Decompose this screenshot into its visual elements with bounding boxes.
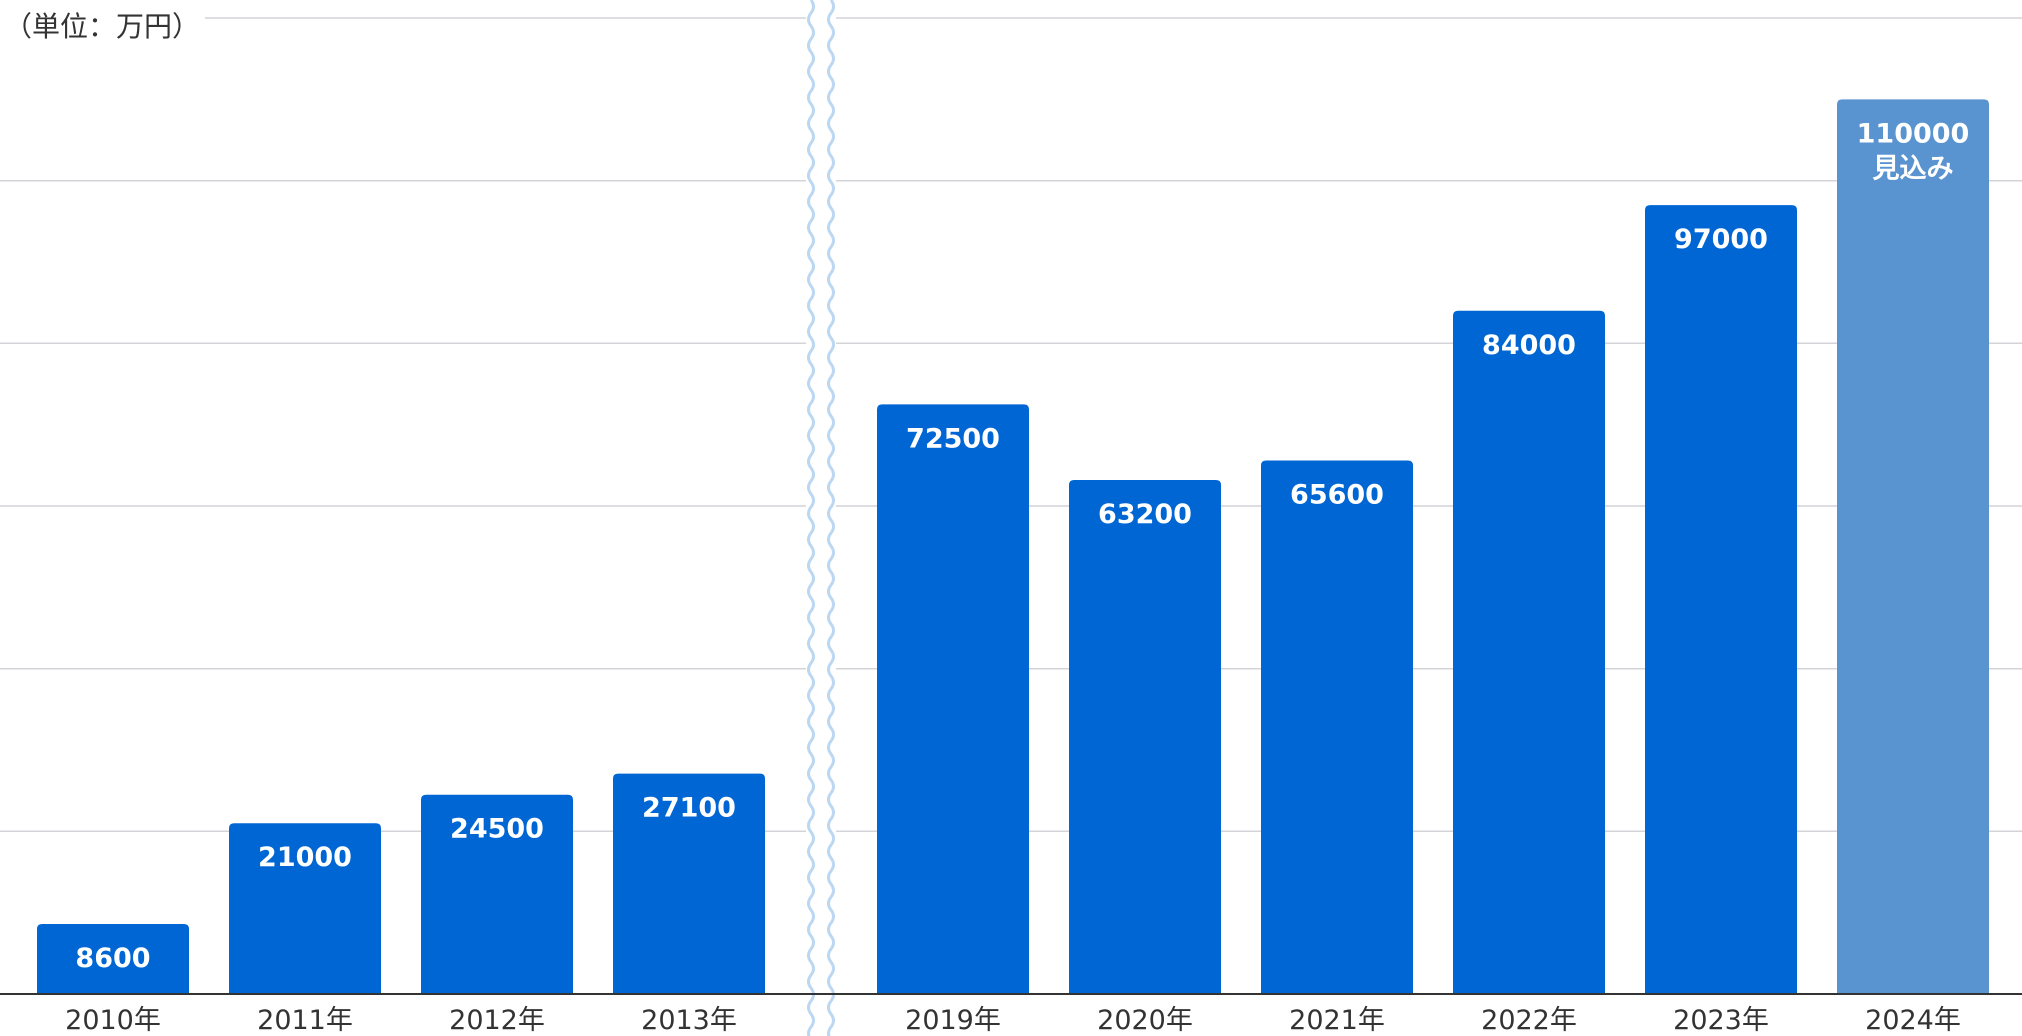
bars xyxy=(37,99,1989,995)
bar-value-label: 110000 xyxy=(1857,118,1970,149)
bar-value-label: 72500 xyxy=(906,423,1000,454)
x-tick-label: 2020年 xyxy=(1097,1005,1193,1036)
bar-2019年 xyxy=(877,404,1029,994)
bar-value-label: 63200 xyxy=(1098,499,1192,530)
bar-value-label: 65600 xyxy=(1290,480,1384,511)
axis-break-line xyxy=(807,0,815,1036)
bar-2010年 xyxy=(37,924,189,994)
x-tick-label: 2024年 xyxy=(1865,1005,1961,1036)
bar-value-label: 24500 xyxy=(450,814,544,845)
bar-2024年 xyxy=(1837,99,1989,995)
bar-2012年 xyxy=(421,794,573,994)
axis-break xyxy=(806,0,836,1036)
bar-value-label: 27100 xyxy=(642,793,736,824)
x-tick-label: 2023年 xyxy=(1673,1005,1769,1036)
x-tick-label: 2012年 xyxy=(449,1005,545,1036)
bar-2022年 xyxy=(1453,310,1605,994)
bar-2013年 xyxy=(613,773,765,994)
bar-value-label: 21000 xyxy=(258,842,352,873)
bar-2021年 xyxy=(1261,460,1413,994)
x-tick-labels: 2010年 2011年 2012年 2013年 2019年 2020年 2021年 2022年… xyxy=(65,1005,1961,1036)
x-tick-label: 2011年 xyxy=(257,1005,353,1036)
bar-value-label: 8600 xyxy=(75,943,150,974)
bar-value-label: 84000 xyxy=(1482,330,1576,361)
bar-2020年 xyxy=(1069,479,1221,994)
bar-annotation-label: 見込み xyxy=(1873,153,1954,184)
x-tick-label: 2019年 xyxy=(905,1005,1001,1036)
x-tick-label: 2022年 xyxy=(1481,1005,1577,1036)
bar-value-label: 97000 xyxy=(1674,224,1768,255)
bar-2011年 xyxy=(229,823,381,994)
bar-2023年 xyxy=(1645,205,1797,995)
bar-labels: 8600 21000 24500 27100 72500 63200 65600 84000 9… xyxy=(75,118,1969,974)
axis-break-line xyxy=(827,0,835,1036)
x-tick-label: 2013年 xyxy=(641,1005,737,1036)
x-tick-label: 2010年 xyxy=(65,1005,161,1036)
unit-label: （単位：万円） xyxy=(4,10,200,43)
x-tick-label: 2021年 xyxy=(1289,1005,1385,1036)
